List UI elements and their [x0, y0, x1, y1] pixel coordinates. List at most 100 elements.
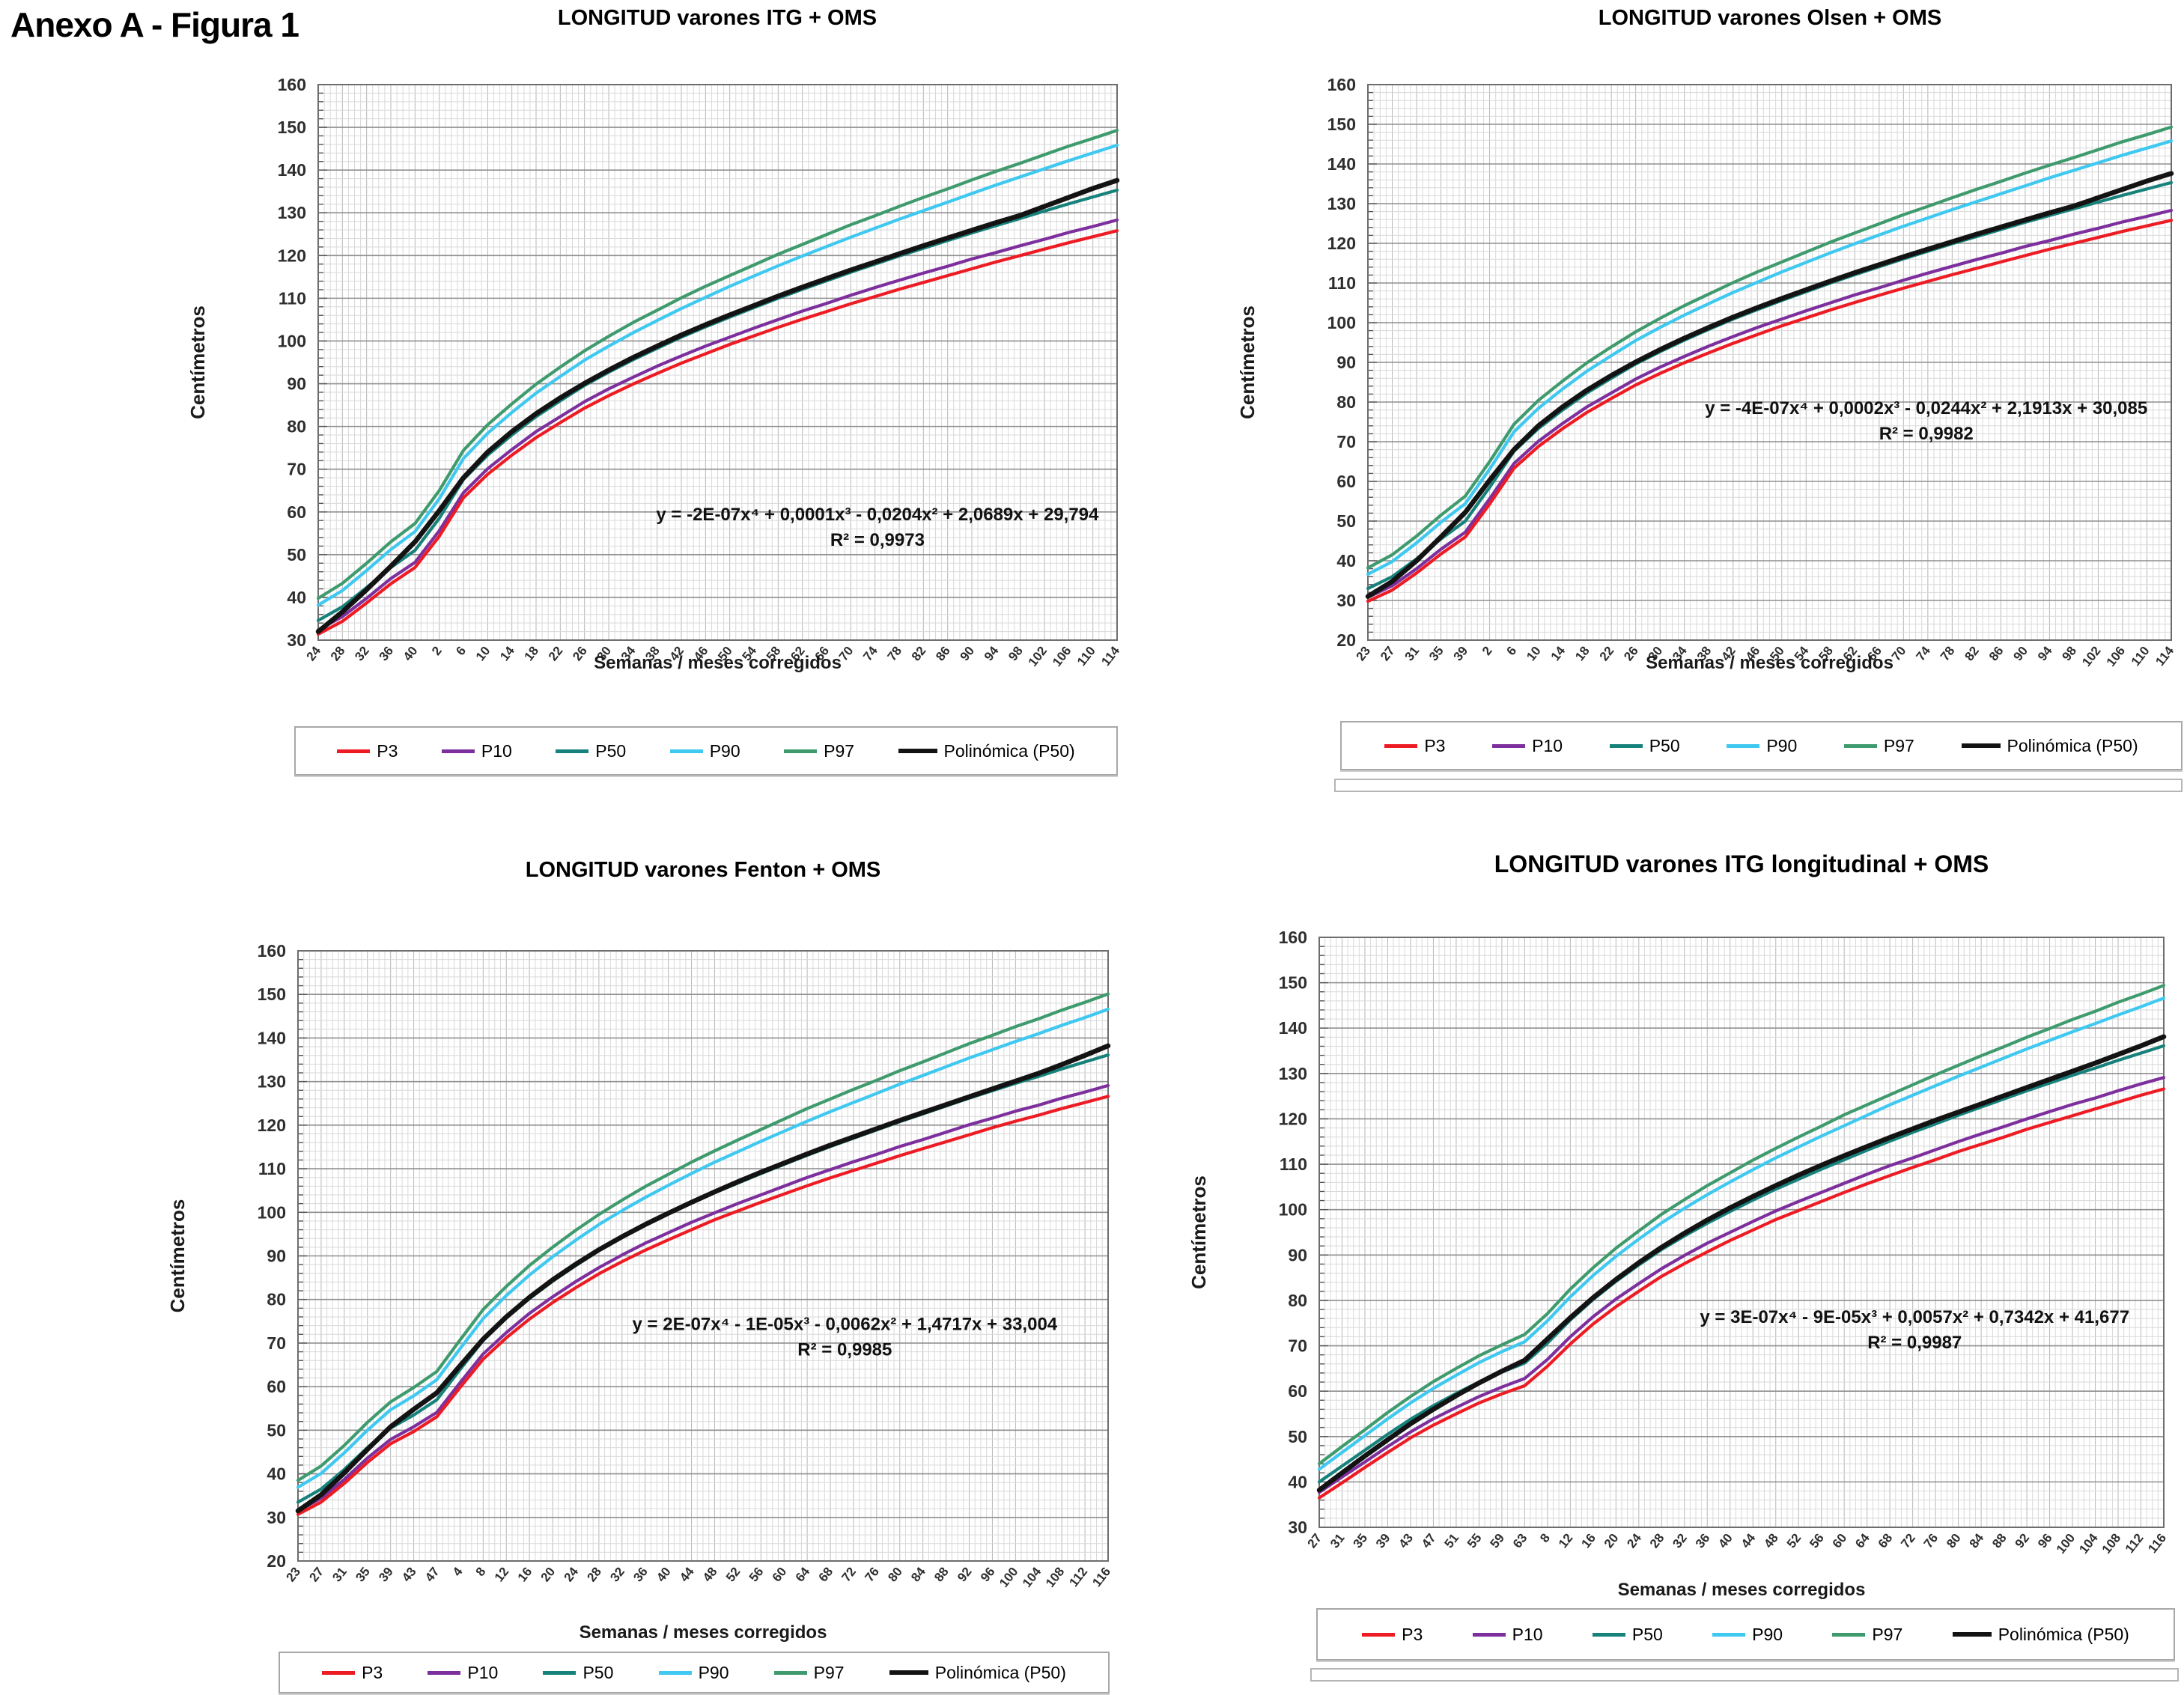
svg-text:23: 23: [284, 1565, 304, 1585]
series-lines: [295, 992, 1111, 1516]
svg-text:14: 14: [1548, 643, 1569, 663]
svg-text:32: 32: [1670, 1531, 1690, 1551]
series-polin-mica-p50-: [315, 177, 1120, 634]
x-axis-label: Semanas / meses corregidos: [594, 653, 842, 673]
svg-text:104: 104: [2076, 1530, 2101, 1556]
r-squared-label: R² = 0,9973: [830, 530, 925, 550]
svg-text:48: 48: [1761, 1531, 1781, 1551]
plot-border: [1367, 84, 2172, 641]
svg-text:40: 40: [654, 1565, 674, 1585]
svg-text:27: 27: [306, 1565, 326, 1585]
svg-text:106: 106: [1050, 644, 1074, 669]
svg-text:94: 94: [982, 643, 1002, 663]
svg-text:140: 140: [1327, 154, 1356, 174]
svg-text:26: 26: [570, 644, 590, 664]
y-axis-label: Centímetros: [1187, 1175, 1210, 1289]
svg-text:27: 27: [1305, 1531, 1325, 1551]
legend-label: P10: [467, 1662, 499, 1682]
svg-text:70: 70: [1288, 1336, 1307, 1356]
svg-text:78: 78: [1938, 644, 1958, 664]
svg-text:35: 35: [1426, 644, 1447, 664]
svg-text:160: 160: [1327, 75, 1356, 94]
chart-title-olsen: LONGITUD varones Olsen + OMS: [1598, 6, 1942, 30]
legend-line-swatch: [898, 749, 937, 753]
legend-line-swatch: [441, 749, 475, 753]
equation-label: y = 3E-07x⁴ - 9E-05x³ + 0,0057x² + 0,734…: [1700, 1307, 2129, 1327]
svg-text:30: 30: [287, 630, 306, 650]
svg-text:76: 76: [862, 1565, 882, 1585]
y-axis-ticks: 30 40 50 60 70 80 90 100 110 120 130 140 150 160: [278, 75, 306, 650]
svg-text:70: 70: [267, 1333, 286, 1353]
svg-text:80: 80: [287, 417, 306, 436]
y-axis-ticks: 30 40 50 60 70 80 90 100 110 120 130 140 150 160: [1279, 928, 1307, 1537]
series-polin-mica-p50-: [1316, 1034, 2167, 1493]
svg-text:44: 44: [1739, 1530, 1759, 1551]
figure-label: Anexo A - Figura 1: [10, 5, 299, 44]
svg-text:2: 2: [429, 644, 445, 658]
svg-text:116: 116: [2145, 1531, 2169, 1556]
legend-item-polin-mica-p50-: Polinómica (P50): [1952, 1625, 2129, 1645]
legend-label: P90: [709, 740, 740, 761]
r-squared-label: R² = 0,9987: [1867, 1333, 1962, 1353]
legend-line-swatch: [428, 1670, 461, 1675]
svg-text:56: 56: [746, 1565, 767, 1585]
legend-label: P97: [1883, 735, 1914, 755]
svg-text:100: 100: [258, 1202, 286, 1222]
legend-line-swatch: [1384, 743, 1418, 748]
svg-text:72: 72: [1898, 1531, 1918, 1551]
series-lines: [315, 129, 1120, 636]
svg-text:72: 72: [839, 1565, 859, 1585]
r-squared-label: R² = 0,9985: [797, 1339, 892, 1360]
svg-text:80: 80: [1288, 1291, 1307, 1310]
legend-item-p90: P90: [1727, 736, 1797, 756]
svg-text:36: 36: [630, 1565, 651, 1585]
svg-text:130: 130: [1279, 1064, 1307, 1083]
svg-text:60: 60: [1336, 472, 1356, 491]
svg-text:120: 120: [278, 246, 306, 265]
legend-label: P97: [813, 1662, 845, 1682]
chart-title-itg: LONGITUD varones ITG + OMS: [557, 6, 877, 30]
svg-text:4: 4: [450, 1564, 466, 1579]
svg-text:120: 120: [258, 1116, 286, 1135]
svg-text:39: 39: [1373, 1531, 1393, 1551]
legend-item-p97: P97: [773, 1662, 845, 1683]
series-polin-mica-p50-: [295, 1043, 1111, 1514]
svg-text:112: 112: [2123, 1531, 2147, 1556]
svg-text:8: 8: [1537, 1531, 1553, 1545]
svg-text:60: 60: [267, 1377, 286, 1396]
svg-text:30: 30: [1288, 1518, 1307, 1537]
svg-text:160: 160: [258, 941, 286, 961]
plot-border: [297, 950, 1109, 1562]
svg-text:94: 94: [2035, 643, 2055, 663]
svg-text:40: 40: [287, 588, 306, 607]
svg-text:20: 20: [1336, 630, 1356, 650]
svg-text:64: 64: [793, 1564, 813, 1584]
svg-text:108: 108: [2099, 1531, 2123, 1556]
svg-text:116: 116: [1089, 1565, 1113, 1589]
svg-text:20: 20: [267, 1551, 286, 1571]
svg-text:32: 32: [352, 644, 372, 664]
svg-text:28: 28: [584, 1565, 604, 1585]
svg-text:40: 40: [1336, 551, 1356, 570]
svg-text:50: 50: [287, 545, 306, 565]
svg-text:50: 50: [1288, 1427, 1307, 1446]
legend-line-swatch: [889, 1670, 928, 1675]
svg-text:100: 100: [1279, 1200, 1307, 1220]
equation-label: y = -2E-07x⁴ + 0,0001x³ - 0,0204x² + 2,0…: [656, 505, 1099, 525]
legend-strip-olsen: [1334, 779, 2183, 792]
svg-text:90: 90: [287, 374, 306, 394]
legend-label: P90: [1752, 1624, 1783, 1644]
legend-label: P3: [1402, 1624, 1423, 1644]
svg-text:98: 98: [2059, 644, 2079, 664]
legend-line-swatch: [773, 1670, 807, 1675]
svg-text:63: 63: [1510, 1531, 1530, 1551]
svg-text:52: 52: [1784, 1531, 1804, 1551]
legend-item-polin-mica-p50-: Polinómica (P50): [889, 1663, 1066, 1683]
svg-text:80: 80: [267, 1290, 286, 1309]
plot-border: [1318, 937, 2165, 1528]
